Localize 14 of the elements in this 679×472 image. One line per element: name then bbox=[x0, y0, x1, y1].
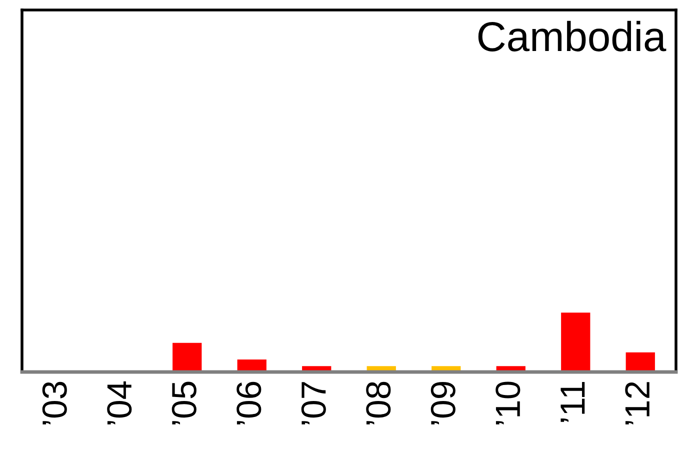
bar bbox=[626, 352, 655, 372]
x-tick-label: ’05 bbox=[172, 382, 196, 425]
x-tick-label: ’07 bbox=[301, 382, 326, 425]
x-tick-label: ’10 bbox=[496, 382, 520, 425]
x-tick-label: ’12 bbox=[625, 382, 650, 425]
x-tick-label: ’09 bbox=[430, 382, 456, 425]
bar bbox=[172, 342, 202, 372]
x-tick-label: ’03 bbox=[42, 382, 67, 425]
x-tick-label: ’11 bbox=[560, 382, 585, 422]
bar bbox=[561, 312, 590, 372]
chart-title: Cambodia bbox=[478, 20, 666, 52]
x-tick-label: ’06 bbox=[236, 382, 262, 425]
x-tick-label: ’08 bbox=[366, 382, 391, 425]
x-tick-label: ’04 bbox=[107, 381, 132, 425]
